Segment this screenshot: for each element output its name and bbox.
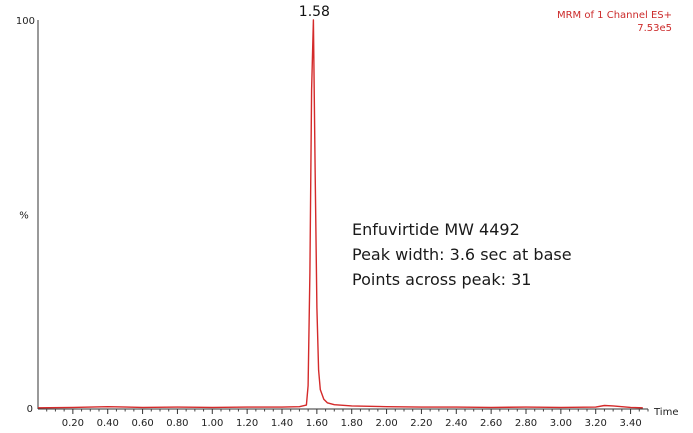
channel-header-line2: 7.53e5 (637, 23, 672, 34)
peak-label: 1.58 (299, 4, 330, 20)
y-tick-label-0: 0 (27, 404, 33, 415)
x-tick-label: 2.00 (375, 418, 397, 429)
minor-ticks-group (46, 409, 649, 412)
series-line-trace (37, 19, 643, 409)
x-axis-label: Time (653, 407, 678, 418)
annotation-peak-width: Peak width: 3.6 sec at base (352, 245, 572, 264)
x-tick-label: 2.60 (480, 418, 502, 429)
x-tick-label: 2.80 (515, 418, 537, 429)
x-tick-label: 1.40 (271, 418, 293, 429)
x-tick-label: 1.00 (201, 418, 223, 429)
x-tick-label: 1.60 (306, 418, 328, 429)
annotation-points: Points across peak: 31 (352, 270, 531, 289)
x-tick-label: 3.20 (585, 418, 607, 429)
x-tick-label: 3.00 (550, 418, 572, 429)
x-tick-label: 0.20 (62, 418, 84, 429)
x-ticks-group: 0.20 0.40 0.60 0.80 1.00 1.20 1.40 1.60 1.80 2.00… (62, 409, 642, 429)
y-tick-label-100: 100 (16, 16, 35, 27)
x-tick-label: 0.80 (166, 418, 188, 429)
channel-header-line1: MRM of 1 Channel ES+ (557, 10, 672, 21)
x-tick-label: 3.40 (619, 418, 641, 429)
x-tick-label: 1.20 (236, 418, 258, 429)
x-tick-label: 1.80 (341, 418, 363, 429)
x-tick-label: 2.40 (445, 418, 467, 429)
annotation-compound: Enfuvirtide MW 4492 (352, 220, 520, 239)
x-tick-label: 0.60 (131, 418, 153, 429)
x-tick-label: 0.40 (97, 418, 119, 429)
y-axis-label: % (19, 211, 29, 222)
x-tick-label: 2.20 (410, 418, 432, 429)
